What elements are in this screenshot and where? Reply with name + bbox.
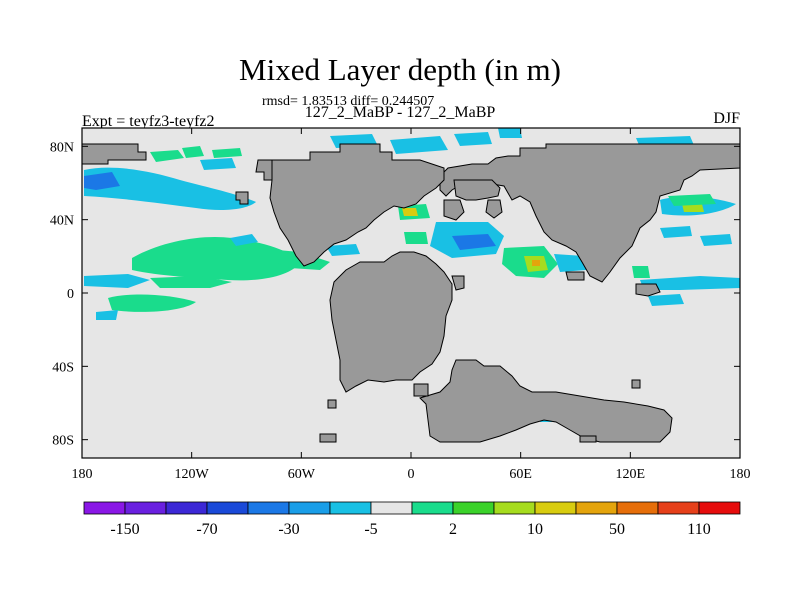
land-mass [453, 179, 501, 201]
land-mass [635, 283, 661, 297]
anomaly-region [404, 232, 428, 244]
colorbar-swatch [616, 501, 659, 515]
colorbar-swatch [411, 501, 454, 515]
land-mass [413, 383, 429, 397]
anomaly-region [532, 260, 540, 266]
anomaly-region [668, 194, 716, 206]
colorbar-swatch [370, 501, 413, 515]
lat-tick-label: 40N [50, 214, 74, 229]
anomaly-region [390, 136, 448, 154]
colorbar-label: -150 [110, 521, 139, 538]
anomaly-region [402, 208, 418, 216]
land-mass [255, 159, 273, 181]
colorbar-swatch [534, 501, 577, 515]
land-mass [82, 143, 147, 165]
land-mass [327, 399, 337, 409]
anomaly-region [498, 128, 522, 138]
map-title: Mixed Layer depth (in m) [239, 52, 561, 87]
colorbar-swatch [493, 501, 536, 515]
anomaly-region [326, 244, 360, 256]
anomaly-region [150, 276, 232, 288]
map-subtitle: 127_2_MaBP - 127_2_MaBP [304, 104, 496, 121]
lat-tick-label: 40S [52, 360, 74, 375]
anomaly-region [554, 254, 586, 272]
land-mass [451, 275, 465, 291]
anomaly-region [108, 294, 196, 312]
anomaly-region [452, 234, 496, 250]
anomaly-region [640, 276, 740, 290]
colorbar-swatch [452, 501, 495, 515]
colorbar-label: -30 [278, 521, 299, 538]
lat-tick-label: 0 [67, 287, 74, 302]
colorbar-swatch [247, 501, 290, 515]
axis-ticks: 180 120W 60W 0 60E 120E 180 80N 40N 0 40S 80S [50, 128, 751, 482]
land-mass [565, 271, 585, 281]
colorbar-label: 2 [449, 521, 457, 538]
lon-tick-label: 120W [175, 467, 210, 482]
anomaly-region [84, 172, 120, 190]
lon-tick-label: 120E [616, 467, 646, 482]
season-label: DJF [713, 110, 740, 127]
anomaly-region [200, 158, 236, 170]
anomaly-region [84, 167, 256, 210]
colorbar-label: 10 [527, 521, 543, 538]
anomaly-region [682, 204, 704, 212]
colorbar-swatch [288, 501, 331, 515]
anomaly-region [648, 294, 684, 306]
land-mass [443, 199, 465, 221]
colorbar-label: -5 [364, 521, 377, 538]
colorbar-swatch [657, 501, 700, 515]
lon-tick-label: 180 [72, 467, 93, 482]
anomaly-region [84, 274, 150, 288]
anomaly-region [132, 236, 300, 281]
lat-tick-label: 80N [50, 140, 74, 155]
anomaly-region [150, 150, 184, 162]
lat-tick-label: 80S [52, 434, 74, 449]
anomaly-region [212, 148, 242, 158]
anomaly-layer [84, 128, 740, 422]
colorbar-swatch [124, 501, 167, 515]
colorbar-label: 110 [687, 521, 710, 538]
colorbar-swatch [575, 501, 618, 515]
anomaly-region [230, 234, 258, 246]
anomaly-region [632, 266, 650, 278]
land-mass [235, 191, 249, 205]
colorbar-swatch [165, 501, 208, 515]
lon-tick-label: 60W [288, 467, 316, 482]
land-mass [631, 379, 641, 389]
anomaly-region [454, 132, 492, 146]
land-mass [269, 143, 445, 267]
anomaly-region [96, 310, 118, 320]
land-mass [485, 199, 503, 219]
lon-tick-label: 60E [509, 467, 532, 482]
colorbar: -150 -70 -30 -5 2 10 50 110 [83, 501, 741, 538]
land-mass [579, 435, 597, 443]
experiment-label: Expt = teyfz3-teyfz2 [82, 113, 215, 130]
anomaly-region [182, 146, 204, 158]
lon-tick-label: 0 [408, 467, 415, 482]
land-mass [319, 433, 337, 443]
lon-tick-label: 180 [730, 467, 751, 482]
colorbar-swatch [206, 501, 249, 515]
colorbar-swatch [83, 501, 126, 515]
colorbar-label: 50 [609, 521, 625, 538]
anomaly-region [660, 226, 692, 238]
colorbar-swatch [329, 501, 372, 515]
stats-text: rmsd= 1.83513 diff= 0.244507 [262, 94, 435, 109]
colorbar-swatch [698, 501, 741, 515]
colorbar-label: -70 [196, 521, 217, 538]
land-layer [82, 143, 740, 443]
anomaly-region [700, 234, 732, 246]
land-mass [329, 251, 453, 393]
